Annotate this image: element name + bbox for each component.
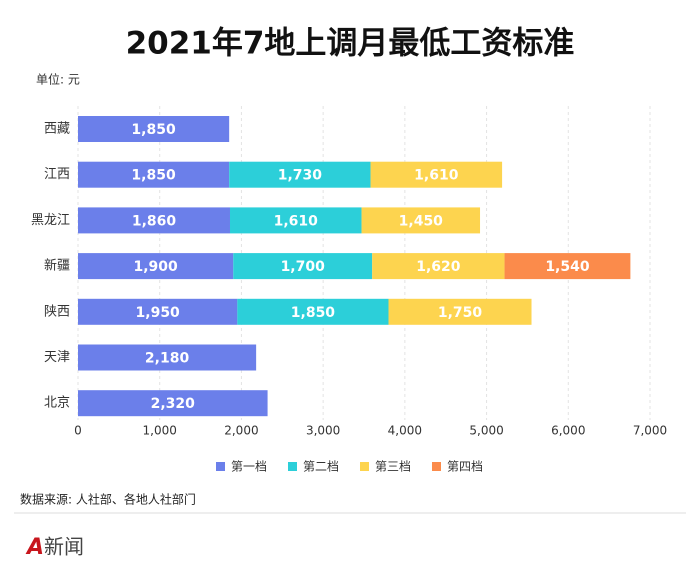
bar-segment xyxy=(229,161,371,188)
x-tick-label: 4,000 xyxy=(388,424,422,438)
source-note: 数据来源: 人社部、各地人社部门 xyxy=(20,492,196,507)
value-label: 1,850 xyxy=(131,122,176,138)
bar-segment xyxy=(504,253,631,280)
value-label: 2,180 xyxy=(145,351,190,367)
legend-label: 第三档 xyxy=(375,460,411,474)
legend-label: 第一档 xyxy=(231,460,267,474)
value-label: 1,950 xyxy=(136,305,181,321)
chart-title: 2021年7地上调月最低工资标准 xyxy=(126,26,575,62)
bar-segment xyxy=(78,298,238,325)
legend-swatch xyxy=(216,462,225,471)
bar-segment xyxy=(78,161,230,188)
bar-segment xyxy=(78,253,234,280)
value-label: 1,850 xyxy=(131,168,176,184)
y-tick-label: 江西 xyxy=(44,167,70,182)
value-label: 1,860 xyxy=(132,213,177,229)
legend-label: 第四档 xyxy=(447,460,483,474)
value-label: 1,450 xyxy=(399,213,444,229)
y-tick-label: 陕西 xyxy=(44,304,70,319)
x-tick-label: 6,000 xyxy=(551,424,585,438)
x-tick-label: 3,000 xyxy=(306,424,340,438)
x-tick-label: 0 xyxy=(74,424,82,438)
bar-segment xyxy=(78,116,230,142)
value-label: 1,900 xyxy=(133,259,178,275)
y-tick-label: 天津 xyxy=(44,350,70,365)
y-tick-label: 西藏 xyxy=(44,122,70,137)
bar-segment xyxy=(388,298,532,325)
x-tick-label: 7,000 xyxy=(633,424,667,438)
value-label: 1,850 xyxy=(291,305,336,321)
bar-segment xyxy=(233,253,373,280)
logo: 新闻 xyxy=(44,535,84,559)
x-tick-label: 1,000 xyxy=(143,424,177,438)
legend-swatch xyxy=(360,462,369,471)
bar-segment xyxy=(78,207,230,234)
logo-mark: A xyxy=(25,535,44,560)
bar-segment xyxy=(237,298,389,325)
x-tick-label: 2,000 xyxy=(224,424,258,438)
value-label: 1,610 xyxy=(274,213,319,229)
bar-segment xyxy=(372,253,505,280)
unit-label: 单位: 元 xyxy=(36,72,80,87)
value-label: 1,750 xyxy=(438,305,483,321)
x-tick-label: 5,000 xyxy=(469,424,503,438)
value-label: 1,620 xyxy=(416,259,461,275)
bar-segment xyxy=(370,161,503,188)
value-label: 2,320 xyxy=(151,396,196,412)
legend-swatch xyxy=(288,462,297,471)
y-tick-label: 新疆 xyxy=(44,258,70,274)
value-label: 1,730 xyxy=(278,168,323,184)
bar-segment xyxy=(229,207,362,234)
value-label: 1,700 xyxy=(281,259,326,275)
y-tick-label: 黑龙江 xyxy=(31,213,70,228)
value-label: 1,610 xyxy=(414,168,459,184)
bar-segment xyxy=(78,344,257,371)
bar-segment xyxy=(361,207,481,234)
legend-label: 第二档 xyxy=(303,460,339,474)
value-label: 1,540 xyxy=(545,259,590,275)
bar-segment xyxy=(78,390,268,417)
legend-swatch xyxy=(432,462,441,471)
y-tick-label: 北京 xyxy=(44,396,70,411)
